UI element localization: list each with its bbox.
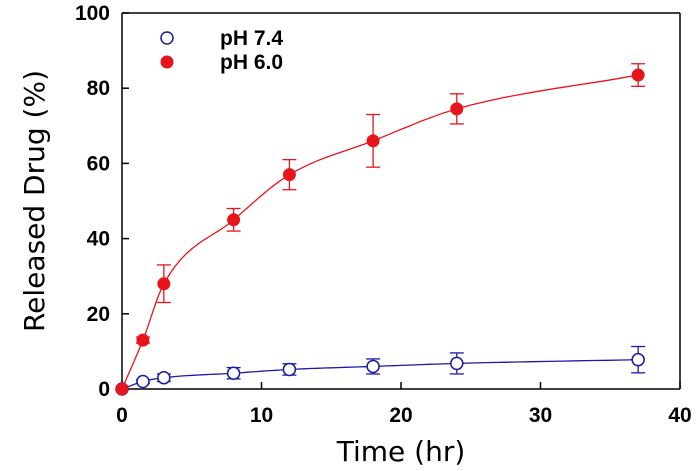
y-tick-label-3: 60 (87, 152, 110, 175)
fit-curve-1 (121, 74, 639, 390)
legend: pH 7.4 pH 6.0 (160, 27, 283, 74)
x-tick-label-3: 30 (529, 404, 552, 427)
point-s1-1 (136, 333, 150, 347)
x-tick-label-2: 20 (389, 404, 412, 427)
data-points (115, 68, 645, 396)
point-s1-5 (366, 134, 380, 148)
point-s1-7 (631, 68, 645, 82)
point-s0-3 (226, 366, 241, 380)
point-s0-6 (450, 356, 464, 371)
x-axis-title: Time (hr) (336, 435, 466, 468)
legend-marker-ph60 (160, 55, 174, 69)
point-s1-3 (227, 213, 241, 227)
point-s1-4 (282, 168, 296, 182)
point-s0-5 (366, 359, 380, 374)
point-s0-2 (157, 370, 171, 385)
point-s0-1 (136, 374, 150, 389)
point-s0-4 (282, 362, 297, 377)
y-tick-label-1: 20 (87, 303, 110, 326)
plot-frame (121, 12, 681, 390)
y-tick-label-2: 40 (87, 228, 110, 251)
x-tick-label-4: 40 (668, 404, 691, 427)
point-s1-2 (157, 277, 171, 291)
legend-label-ph74: pH 7.4 (220, 27, 283, 50)
y-tick-label-5: 100 (75, 2, 110, 25)
fit-curves (121, 74, 639, 390)
y-tick-label-4: 80 (87, 77, 110, 100)
legend-marker-ph74 (160, 31, 174, 45)
x-tick-label-1: 10 (250, 404, 273, 427)
error-bars (135, 63, 646, 385)
point-s0-7 (631, 352, 645, 367)
legend-label-ph60: pH 6.0 (220, 51, 283, 74)
point-s1-0 (115, 382, 129, 396)
x-tick-label-0: 0 (116, 404, 128, 427)
x-axis-ticks: 0 10 20 30 40 (116, 382, 692, 427)
y-axis-title: Released Drug (%) (18, 70, 51, 332)
point-s1-6 (450, 102, 464, 116)
y-axis-ticks: 0 20 40 60 80 100 (75, 2, 129, 401)
y-tick-label-0: 0 (98, 378, 110, 401)
